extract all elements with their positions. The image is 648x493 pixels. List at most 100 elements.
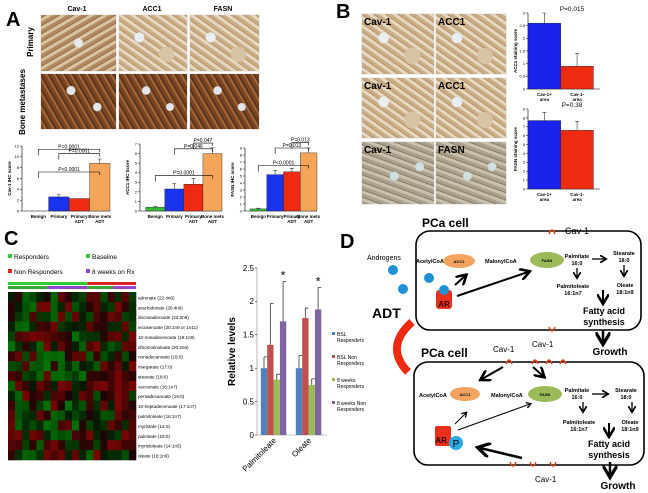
- heatmap-cell: [72, 341, 80, 352]
- error-bar: [311, 378, 315, 385]
- heatmap-cell: [72, 440, 80, 451]
- significance-bracket: [258, 165, 309, 172]
- y-tick-label: 3: [135, 180, 138, 185]
- cell1-membrane: [415, 230, 642, 331]
- heatmap-cell: [43, 400, 51, 411]
- heatmap-cell: [114, 341, 123, 352]
- category-label: Bone mets ADT: [297, 214, 321, 224]
- acetylcoa-label: AcetylCoA: [416, 259, 444, 265]
- heatmap-cell: [57, 292, 66, 303]
- heatmap-cell: [57, 321, 66, 332]
- heatmap-cell: [50, 321, 59, 332]
- heatmap-cell: [107, 430, 115, 441]
- legend-8weeks: 8 weeks on Rx: [92, 269, 135, 276]
- heatmap-cell: [29, 361, 37, 372]
- category-label-line: area: [540, 97, 550, 102]
- heatmap-cell: [121, 341, 130, 352]
- heatmap-cell: [36, 420, 44, 431]
- heatmap-cell: [72, 331, 80, 342]
- heatmap-cell: [114, 450, 123, 461]
- bar: [260, 368, 268, 435]
- arrow: [457, 404, 530, 431]
- bar: [300, 152, 318, 212]
- y-tick-label: 0: [17, 208, 20, 213]
- y-tick-label: 9: [523, 106, 526, 111]
- heatmap-cell: [64, 450, 73, 461]
- heatmap-cell: [22, 420, 30, 431]
- heatmap-cell: [64, 380, 73, 392]
- heatmap-cell: [121, 380, 130, 392]
- fasn-label-2: FASN: [540, 392, 551, 397]
- legend-label-line: 8 weeks: [337, 378, 356, 384]
- error-bar: [191, 178, 196, 185]
- heatmap-cell: [93, 380, 101, 392]
- p-value: P=0.047: [194, 138, 213, 144]
- heatmap-row-label: stearate (18:0): [138, 374, 168, 379]
- significance-marker: *: [281, 268, 286, 282]
- heatmap-cell: [43, 311, 51, 322]
- bar: [145, 206, 165, 212]
- heatmap-cell: [8, 292, 16, 303]
- heatmap-cell: [72, 311, 80, 322]
- heatmap-cell: [93, 311, 101, 322]
- legend-label-line: Responders: [337, 338, 364, 344]
- heatmap-cell: [29, 311, 37, 322]
- heatmap-cell: [72, 410, 80, 421]
- heatmap-cell: [29, 380, 37, 392]
- heatmap-cell: [121, 331, 130, 342]
- heatmap-cell: [79, 292, 87, 303]
- heatmap-cell: [114, 311, 123, 322]
- heatmap-cell: [86, 301, 94, 313]
- heatmap-cell: [114, 400, 123, 411]
- error-bar: [304, 307, 309, 319]
- heatmap-cell: [114, 321, 123, 332]
- bar: [68, 198, 90, 212]
- malonylcoa-label-2: MalonylCoA: [491, 393, 523, 399]
- heatmap-cell: [107, 292, 115, 303]
- heatmap-cell: [36, 410, 44, 421]
- heatmap-cell: [50, 380, 59, 392]
- heatmap-cell: [93, 420, 101, 431]
- heatmap-cell: [72, 390, 80, 402]
- bar: [48, 196, 70, 212]
- heatmap-cell: [128, 450, 137, 461]
- b-label-6: FASN: [438, 145, 465, 156]
- col-header-acc1: ACC1: [142, 6, 161, 13]
- heatmap-cell: [114, 410, 123, 421]
- y-tick-label: 1: [135, 199, 138, 204]
- y-tick-label: 0: [240, 208, 243, 213]
- heatmap-row-label: 10-heptadecenoate (17:1n7): [138, 404, 196, 409]
- y-tick-label: 1: [523, 61, 526, 66]
- heatmap-row-label: arachidonate (20:4n6): [138, 305, 183, 310]
- androgen-icon: [398, 284, 408, 294]
- heatmap-cell: [93, 390, 101, 402]
- heatmap-cell: [128, 371, 137, 382]
- palmitoleate-label: Palmitoleate: [557, 284, 589, 290]
- heatmap-cell: [36, 361, 44, 372]
- significance-bracket: [58, 153, 101, 160]
- heatmap-cell: [15, 292, 23, 303]
- heatmap-cell: [93, 450, 101, 461]
- heatmap-cell: [100, 430, 108, 441]
- bar: [183, 183, 204, 212]
- heatmap-cell: [29, 400, 37, 411]
- heatmap-cell: [128, 292, 137, 303]
- oleate-sub: 18:1n9: [616, 290, 633, 296]
- heatmap-cell: [15, 371, 23, 382]
- heatmap-cell: [64, 311, 73, 322]
- heatmap-cell: [43, 420, 51, 431]
- heatmap-cell: [36, 301, 44, 313]
- timepoint-bar: [87, 286, 113, 289]
- heatmap-cell: [86, 351, 94, 362]
- heatmap-cell: [114, 380, 123, 392]
- significance-bracket: [291, 142, 309, 149]
- col-header-fasn: FASN: [214, 6, 233, 13]
- heatmap-cell: [72, 301, 80, 313]
- heatmap-cell: [36, 390, 44, 402]
- category-label: Cav-1+ area: [537, 92, 552, 102]
- y-tick-label: 2.5: [519, 23, 525, 28]
- b-label-1: Cav-1: [364, 17, 392, 28]
- heatmap-cell: [29, 440, 37, 451]
